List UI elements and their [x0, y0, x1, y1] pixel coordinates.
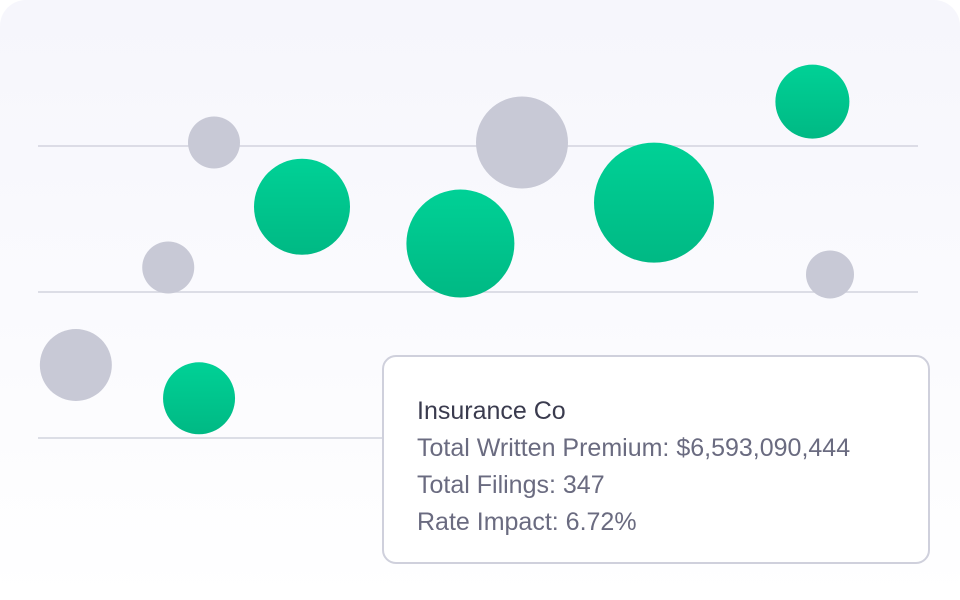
bubble-highlighted[interactable] [254, 158, 350, 255]
bubble-muted[interactable] [142, 241, 195, 294]
bubble-highlighted[interactable] [594, 142, 714, 263]
bubble-layer [39, 64, 854, 435]
bubble-highlighted[interactable] [775, 64, 850, 139]
bubble-muted[interactable] [188, 116, 240, 169]
bubble-highlighted[interactable] [406, 189, 515, 298]
bubble-muted[interactable] [476, 96, 568, 189]
bubble-muted[interactable] [806, 250, 854, 299]
bubble-tooltip: Insurance Co Total Written Premium: $6,5… [382, 355, 930, 564]
tooltip-written-premium: Total Written Premium: $6,593,090,444 [417, 434, 851, 462]
tooltip-rate-impact: Rate Impact: 6.72% [417, 508, 637, 536]
bubble-highlighted[interactable] [163, 362, 236, 435]
tooltip-total-filings: Total Filings: 347 [417, 471, 605, 499]
bubble-muted[interactable] [39, 329, 112, 401]
tooltip-title: Insurance Co [417, 397, 566, 425]
